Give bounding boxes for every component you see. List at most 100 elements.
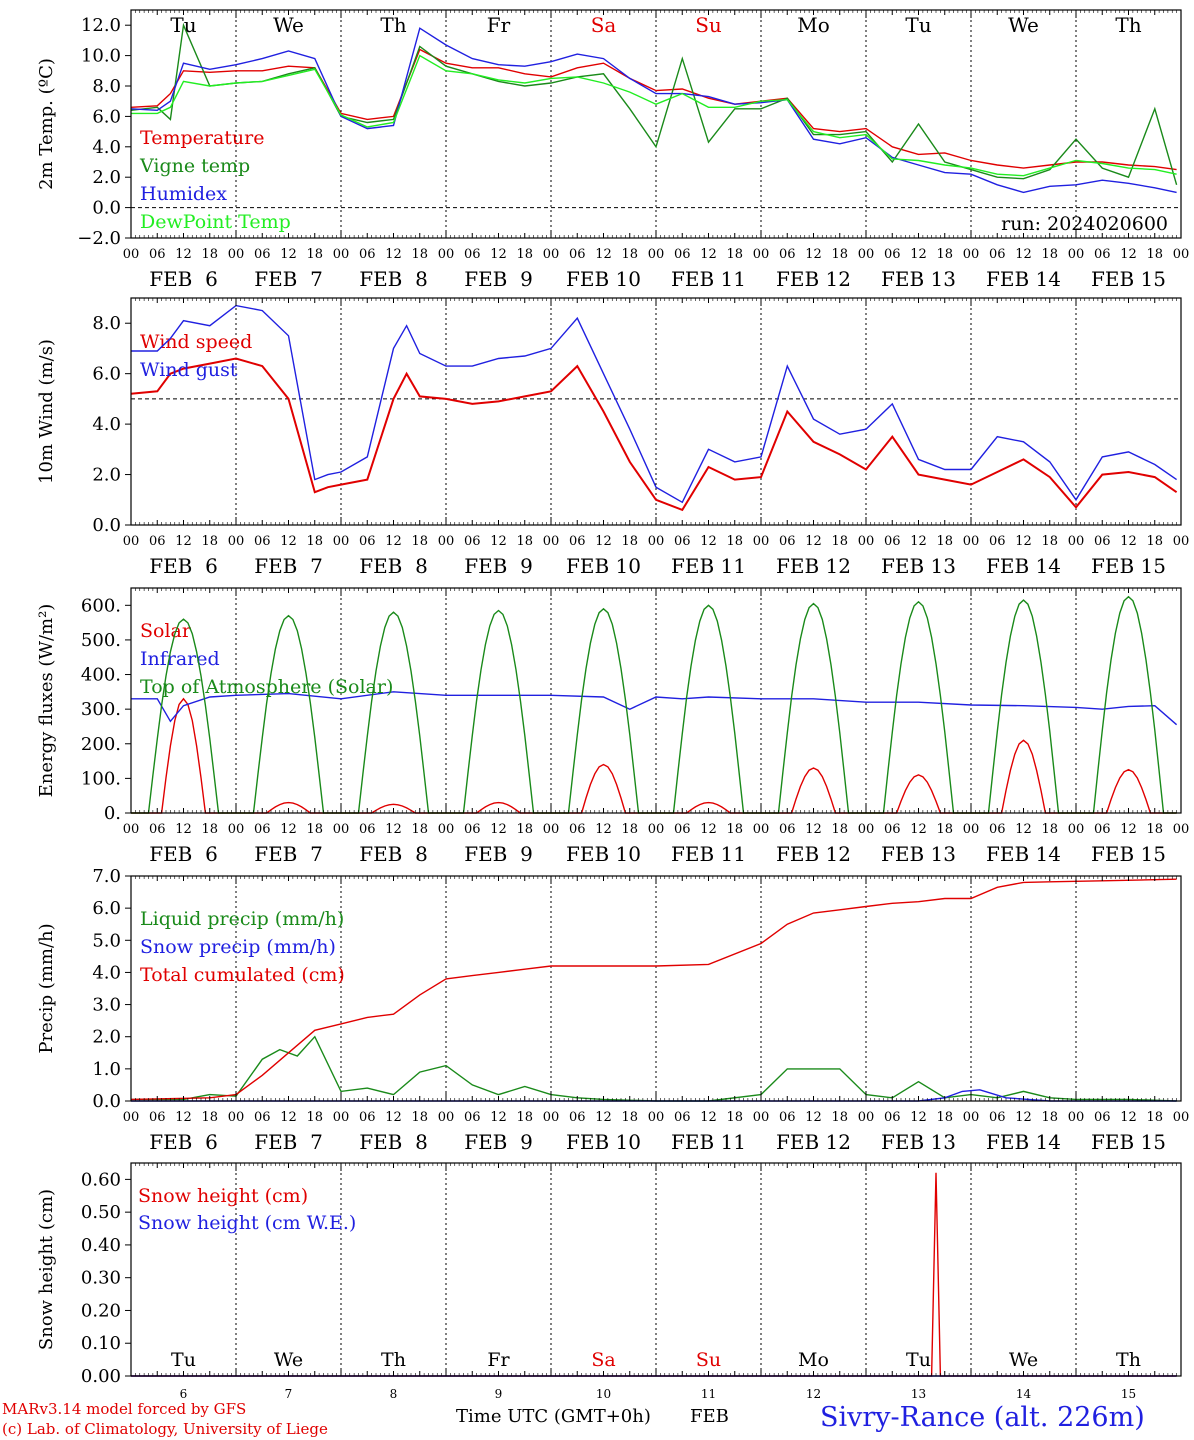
x-day-label: FEB 10 [566, 1130, 641, 1154]
x-hour-label: 18 [726, 534, 743, 549]
x-hour-label: 18 [831, 534, 848, 549]
x-hour-label: 12 [385, 247, 402, 262]
x-hour-label: 06 [989, 534, 1006, 549]
x-hour-label: 00 [228, 247, 245, 262]
x-day-label: FEB 15 [1091, 1130, 1166, 1154]
x-hour-label: 18 [1041, 534, 1058, 549]
y-tick-label: 0. [104, 803, 121, 824]
x-day-label: FEB 11 [671, 554, 746, 578]
series-line-wind-gust [131, 304, 1177, 504]
x-hour-label: 00 [1068, 822, 1085, 837]
x-hour-label: 12 [1015, 1110, 1032, 1125]
x-hour-label: 12 [490, 822, 507, 837]
x-hour-label: 06 [779, 822, 796, 837]
x-hour-label: 06 [569, 822, 586, 837]
x-hour-label: 12 [1015, 534, 1032, 549]
x-hour-label: 12 [910, 1110, 927, 1125]
y-axis-label: Energy fluxes (W/m²) [36, 604, 57, 798]
x-hour-label: 12 [175, 1110, 192, 1125]
x-hour-label: 06 [1094, 822, 1111, 837]
x-hour-label: 18 [516, 534, 533, 549]
day-name: Th [1116, 1349, 1141, 1371]
day-name: Tu [906, 1349, 931, 1371]
x-day-label: FEB 10 [566, 267, 641, 291]
day-name: Fr [487, 1349, 510, 1371]
x-hour-label: 06 [359, 534, 376, 549]
day-name: Th [381, 1349, 406, 1371]
station-title: Sivry-Rance (alt. 226m) [820, 1402, 1145, 1433]
x-hour-label: 00 [1068, 1110, 1085, 1125]
x-hour-label: 00 [1173, 534, 1190, 549]
x-day-label: FEB 8 [359, 1130, 428, 1154]
x-day-label: FEB 11 [671, 842, 746, 866]
x-hour-label: 12 [175, 534, 192, 549]
x-hour-label: 00 [858, 1110, 875, 1125]
x-hour-label: 18 [306, 534, 323, 549]
x-hour-label: 18 [621, 534, 638, 549]
x-hour-label: 18 [1146, 534, 1163, 549]
x-hour-label: 12 [385, 534, 402, 549]
y-tick-label: 2.0 [92, 465, 121, 486]
x-hour-label: 00 [753, 534, 770, 549]
x-hour-label: 06 [254, 822, 271, 837]
x-hour-label: 00 [438, 822, 455, 837]
x-hour-label: 00 [858, 822, 875, 837]
x-day-label: FEB 10 [566, 842, 641, 866]
y-tick-label: 0.30 [81, 1268, 121, 1289]
x-hour-label: 12 [385, 1110, 402, 1125]
x-hour-label: 00 [963, 247, 980, 262]
x-hour-label: 06 [989, 247, 1006, 262]
x-hour-label: 00 [228, 822, 245, 837]
x-hour-label: 06 [464, 1110, 481, 1125]
day-name: Su [696, 1349, 721, 1371]
x-hour-label: 00 [858, 247, 875, 262]
series-line-liquid-precip-mm-h- [131, 1035, 1177, 1102]
y-axis-label: Snow height (cm) [36, 1189, 57, 1350]
x-hour-label: 18 [516, 1110, 533, 1125]
x-hour-label: 18 [411, 534, 428, 549]
series-line-infrared [131, 691, 1178, 726]
legend-entry: Total cumulated (cm) [140, 964, 345, 986]
x-hour-label: 18 [1146, 247, 1163, 262]
plot-frame [130, 297, 1182, 526]
series-line-wind-speed [130, 357, 1178, 512]
x-day-label: FEB 9 [464, 554, 533, 578]
x-hour-label: 06 [149, 247, 166, 262]
x-day-label: FEB 14 [986, 554, 1061, 578]
x-day-label: FEB 15 [1091, 554, 1166, 578]
x-hour-label: 12 [280, 534, 297, 549]
series-line-temperature [130, 48, 1177, 171]
x-hour-label: 12 [595, 534, 612, 549]
x-hour-label: 06 [674, 822, 691, 837]
x-hour-label: 18 [936, 247, 953, 262]
x-hour-label: 06 [254, 534, 271, 549]
y-tick-label: 0.0 [92, 515, 121, 536]
x-hour-label: 00 [543, 1110, 560, 1125]
x-hour-label: 12 [805, 534, 822, 549]
day-name: Th [1115, 13, 1141, 37]
x-hour-label: 06 [884, 1110, 901, 1125]
x-hour-label: 18 [1041, 247, 1058, 262]
day-number: 7 [285, 1387, 293, 1401]
x-hour-label: 00 [753, 1110, 770, 1125]
legend-entry: Wind gust [140, 359, 238, 381]
x-hour-label: 06 [1094, 247, 1111, 262]
y-tick-label: 6.0 [92, 898, 121, 919]
y-tick-label: −2.0 [77, 228, 121, 249]
x-day-label: FEB 7 [254, 554, 323, 578]
x-hour-label: 12 [910, 534, 927, 549]
x-hour-label: 00 [438, 247, 455, 262]
x-hour-label: 18 [411, 247, 428, 262]
day-name: We [274, 1349, 303, 1371]
x-hour-label: 18 [516, 247, 533, 262]
y-tick-label: 0.0 [92, 1091, 121, 1112]
x-hour-label: 00 [438, 534, 455, 549]
day-name: Tu [170, 13, 196, 37]
y-tick-label: 0.0 [92, 198, 121, 219]
x-hour-label: 18 [831, 247, 848, 262]
y-tick-label: 0.60 [81, 1169, 121, 1190]
legend-entry: Snow precip (mm/h) [140, 936, 336, 958]
legend-entry: Snow height (cm W.E.) [138, 1212, 356, 1234]
day-number: 13 [911, 1387, 926, 1401]
x-hour-label: 00 [1173, 247, 1190, 262]
